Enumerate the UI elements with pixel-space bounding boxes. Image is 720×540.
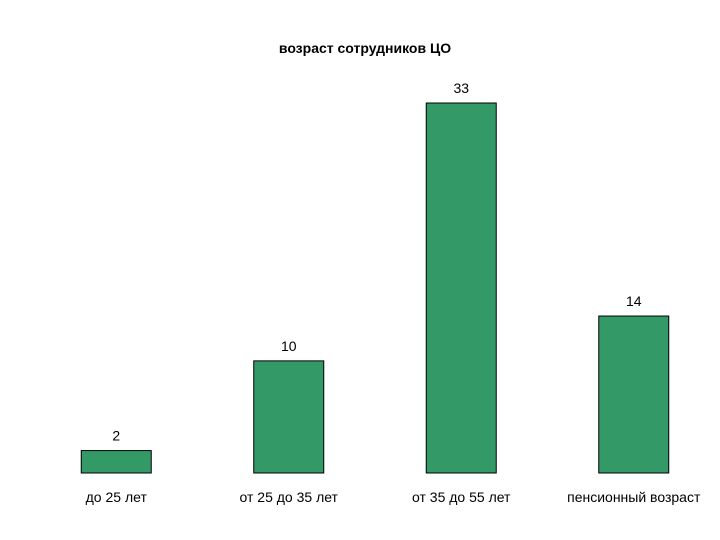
data-labels: 2 10 33 14: [112, 80, 641, 444]
data-label-3: 33: [453, 80, 469, 96]
bar-1: [80, 450, 152, 474]
bars: [80, 102, 670, 474]
bar-2: [253, 360, 325, 474]
category-label-1: до 25 лет: [86, 489, 148, 505]
bar-4: [598, 315, 670, 474]
category-label-4: пенсионный возраст: [567, 489, 701, 505]
bar-3: [425, 102, 497, 474]
category-label-3: от 35 до 55 лет: [412, 489, 511, 505]
data-label-2: 10: [281, 338, 297, 354]
category-labels: до 25 лет от 25 до 35 лет от 35 до 55 лет п…: [86, 489, 701, 505]
chart-title: возраст сотрудников ЦО: [279, 40, 451, 56]
data-label-4: 14: [626, 293, 642, 309]
data-label-1: 2: [112, 428, 120, 444]
category-label-2: от 25 до 35 лет: [240, 489, 339, 505]
